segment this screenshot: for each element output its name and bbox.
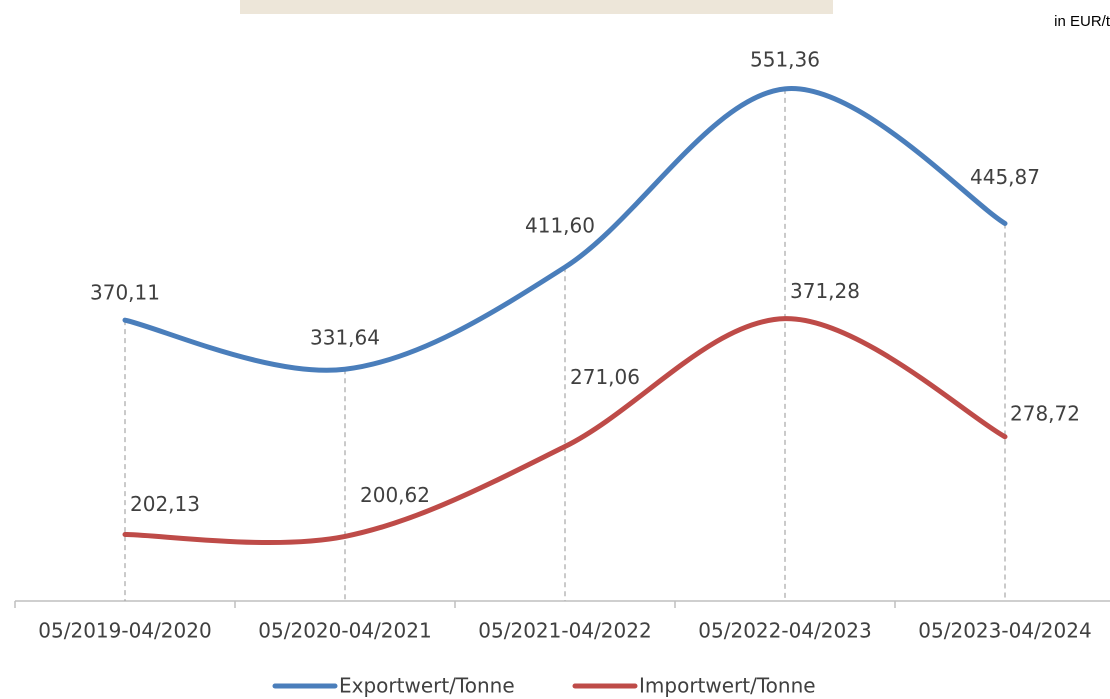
title-box — [240, 0, 833, 14]
data-label: 331,64 — [310, 326, 380, 350]
data-label: 202,13 — [130, 492, 200, 516]
legend-label: Exportwert/Tonne — [339, 674, 515, 698]
data-label: 551,36 — [750, 47, 820, 71]
data-label: 411,60 — [525, 214, 595, 238]
x-tick-label: 05/2023-04/2024 — [918, 619, 1091, 643]
x-tick-label: 05/2021-04/2022 — [478, 619, 651, 643]
data-label: 278,72 — [1010, 401, 1080, 425]
unit-label: in EUR/t — [1054, 13, 1110, 30]
x-tick-label: 05/2022-04/2023 — [698, 619, 871, 643]
data-label: 271,06 — [570, 365, 640, 389]
data-label: 370,11 — [90, 281, 160, 305]
data-label: 371,28 — [790, 279, 860, 303]
series-line — [122, 86, 1008, 373]
data-label: 445,87 — [970, 165, 1040, 189]
x-tick-label: 05/2019-04/2020 — [38, 619, 211, 643]
x-tick-label: 05/2020-04/2021 — [258, 619, 431, 643]
series-line — [122, 316, 1008, 545]
data-label: 200,62 — [360, 483, 430, 507]
legend-label: Importwert/Tonne — [639, 674, 816, 698]
